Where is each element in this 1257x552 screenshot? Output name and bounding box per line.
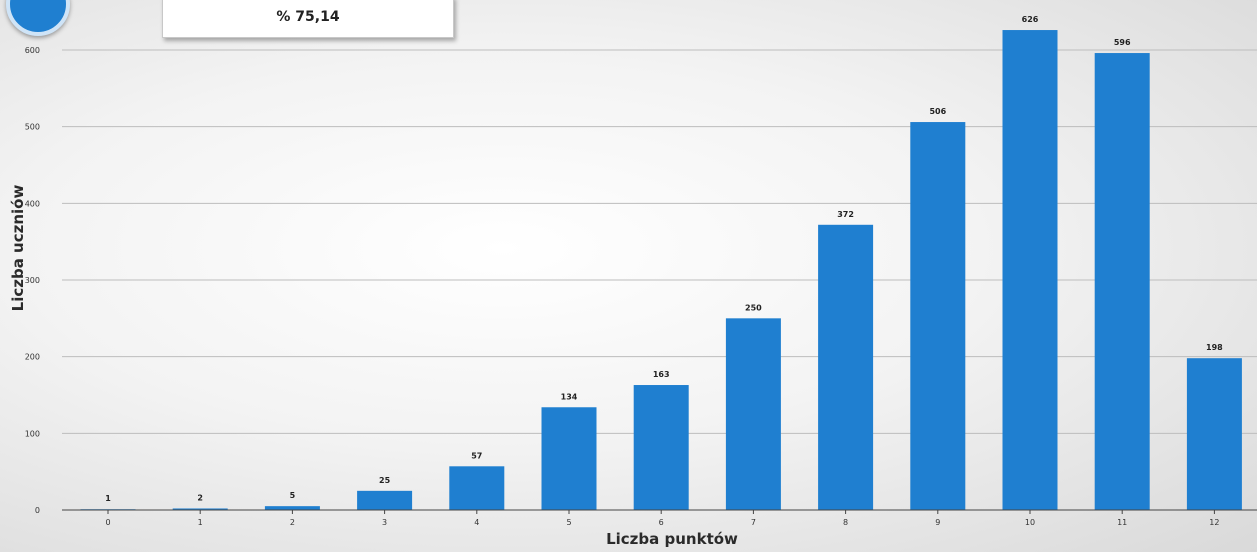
data-label: 1: [105, 494, 111, 503]
x-tick-label: 5: [566, 518, 571, 527]
bar: [172, 508, 228, 510]
y-tick-label: 300: [25, 276, 40, 285]
y-axis-label: Liczba uczniów: [9, 184, 27, 312]
bar: [818, 224, 874, 510]
y-tick-label: 200: [25, 353, 40, 362]
data-label: 372: [837, 210, 854, 219]
x-axis-label: Liczba punktów: [606, 530, 738, 548]
stat-box: % 75,14: [162, 0, 454, 38]
bar: [910, 122, 966, 510]
data-label: 5: [290, 491, 296, 500]
bar: [357, 490, 413, 510]
data-label: 626: [1022, 15, 1039, 24]
data-label: 596: [1114, 38, 1131, 47]
y-tick-label: 0: [35, 506, 40, 515]
bar: [264, 506, 320, 510]
y-tick-label: 400: [25, 199, 40, 208]
bar: [725, 318, 781, 510]
data-label: 25: [379, 476, 391, 485]
x-tick-label: 7: [751, 518, 756, 527]
x-tick-label: 2: [290, 518, 295, 527]
data-label: 134: [561, 392, 578, 401]
x-tick-label: 8: [843, 518, 848, 527]
data-label: 2: [197, 493, 203, 502]
x-tick-label: 6: [659, 518, 664, 527]
bar: [1186, 358, 1242, 510]
bar: [541, 407, 597, 510]
data-label: 198: [1206, 343, 1223, 352]
bar: [1094, 53, 1150, 510]
x-tick-label: 9: [935, 518, 940, 527]
x-tick-label: 11: [1117, 518, 1127, 527]
y-tick-label: 500: [25, 123, 40, 132]
y-tick-label: 600: [25, 46, 40, 55]
x-tick-label: 10: [1025, 518, 1035, 527]
x-tick-label: 12: [1209, 518, 1219, 527]
data-label: 57: [471, 451, 482, 460]
bar: [449, 466, 505, 510]
data-label: 506: [929, 107, 946, 116]
y-tick-label: 100: [25, 429, 40, 438]
x-tick-label: 1: [198, 518, 203, 527]
data-label: 250: [745, 303, 762, 312]
bar: [633, 385, 689, 510]
bar: [1002, 30, 1058, 510]
data-label: 163: [653, 370, 670, 379]
stat-value: % 75,14: [276, 9, 340, 25]
x-tick-label: 4: [474, 518, 479, 527]
x-tick-label: 3: [382, 518, 387, 527]
x-tick-label: 0: [105, 518, 110, 527]
